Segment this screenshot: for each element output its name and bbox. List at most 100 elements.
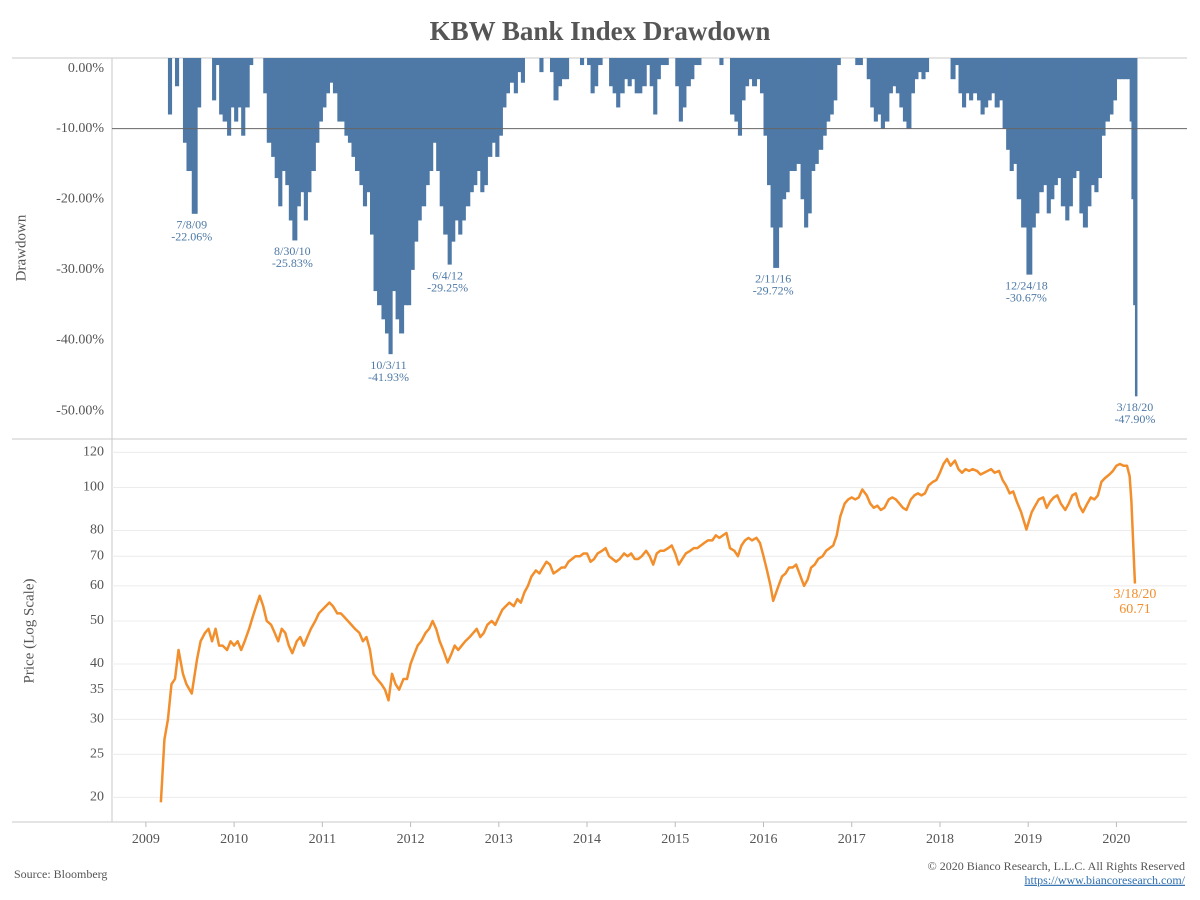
bar — [1060, 58, 1066, 207]
bar — [609, 58, 614, 87]
annotation-date: 10/3/11 — [370, 358, 406, 372]
source: Source: Bloomberg — [14, 867, 107, 881]
bar — [458, 58, 463, 235]
bar — [880, 58, 885, 129]
bar — [778, 58, 783, 228]
bar — [1075, 58, 1080, 172]
bar — [447, 58, 452, 265]
bar — [719, 58, 724, 66]
bar — [884, 58, 890, 122]
bar — [392, 58, 397, 292]
bar — [1006, 58, 1011, 150]
bar — [924, 58, 930, 73]
bar — [962, 58, 967, 108]
bar — [483, 58, 488, 186]
y-axis-title: Drawdown — [13, 214, 29, 281]
bar — [855, 58, 860, 66]
y-tick-label: 0.00% — [68, 61, 105, 76]
bar — [741, 58, 746, 101]
bar — [833, 58, 838, 101]
bar — [590, 58, 595, 94]
bar — [697, 58, 702, 66]
bar — [366, 58, 371, 193]
bar — [994, 58, 1000, 108]
bar — [999, 58, 1004, 101]
bar — [829, 58, 834, 115]
bar — [237, 58, 242, 108]
annotation-date: 3/18/20 — [1114, 587, 1157, 602]
bar — [1013, 58, 1018, 164]
x-tick-label: 2009 — [132, 832, 160, 847]
y-tick-label: -20.00% — [56, 191, 104, 206]
bar — [513, 58, 518, 94]
website-link[interactable]: https://www.biancoresearch.com/ — [1024, 873, 1185, 887]
y-tick-label: 25 — [90, 747, 104, 762]
annotation-value: -29.72% — [753, 284, 794, 298]
bar — [597, 58, 603, 66]
bar — [1009, 58, 1014, 172]
bar — [403, 58, 408, 306]
y-tick-label: 70 — [90, 548, 104, 563]
x-tick-label: 2018 — [926, 832, 954, 847]
bar — [653, 58, 658, 115]
bar — [539, 58, 544, 73]
bar — [174, 58, 180, 87]
bar — [230, 58, 235, 108]
x-tick-label: 2019 — [1014, 832, 1042, 847]
bar — [307, 58, 312, 193]
bar — [407, 58, 412, 306]
bar — [241, 58, 246, 136]
bar — [1087, 58, 1092, 207]
bar — [340, 58, 345, 122]
bar — [1097, 58, 1103, 179]
bar — [288, 58, 293, 221]
bar — [337, 58, 342, 122]
bar — [1035, 58, 1040, 214]
bar — [191, 58, 198, 214]
annotation-date: 3/18/20 — [1117, 400, 1154, 414]
bar — [619, 58, 625, 94]
bar — [296, 58, 301, 207]
bar — [972, 58, 978, 94]
bar — [685, 58, 691, 87]
x-tick-label: 2020 — [1102, 832, 1130, 847]
bar — [1133, 58, 1136, 306]
y-tick-label: -30.00% — [56, 262, 104, 277]
bar — [958, 58, 963, 94]
bar — [244, 58, 250, 108]
bar — [1101, 58, 1106, 136]
bar — [359, 58, 364, 186]
bar — [910, 58, 915, 94]
y-axis-title: Price (Log Scale) — [21, 579, 37, 684]
bar — [332, 58, 338, 94]
bar — [469, 58, 474, 193]
bar — [627, 58, 632, 87]
bar — [792, 58, 797, 172]
y-tick-label: 35 — [90, 682, 104, 697]
bar — [429, 58, 434, 172]
bar — [1129, 58, 1133, 122]
bar — [502, 58, 507, 108]
bar — [553, 58, 559, 101]
bar — [351, 58, 356, 157]
bar — [1090, 58, 1095, 186]
bar — [899, 58, 904, 108]
bar — [1026, 58, 1033, 275]
bar — [1134, 58, 1138, 397]
y-tick-label: -10.00% — [56, 121, 104, 136]
y-tick-label: 40 — [90, 656, 104, 671]
bar — [215, 58, 220, 66]
bar — [950, 58, 956, 80]
bar — [678, 58, 683, 122]
bar — [303, 58, 308, 221]
bar — [624, 58, 629, 80]
y-tick-label: 30 — [90, 712, 104, 727]
bar — [836, 58, 841, 66]
bar — [212, 58, 217, 101]
bar — [877, 58, 882, 115]
annotation-value: -22.06% — [171, 230, 212, 244]
bar — [167, 58, 173, 115]
bar — [789, 58, 794, 172]
bar — [410, 58, 415, 270]
